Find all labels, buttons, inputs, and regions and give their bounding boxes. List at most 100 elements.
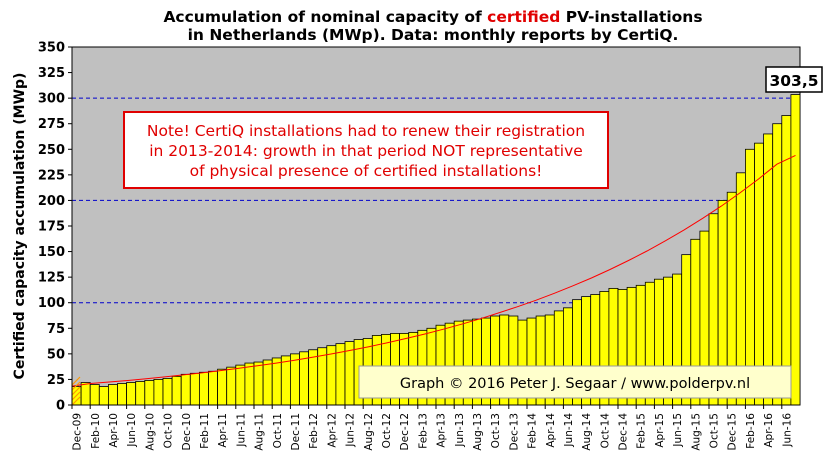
y-tick-label: 275: [38, 117, 65, 132]
x-tick-label: Apr-12: [326, 413, 338, 448]
y-tick-label: 200: [38, 194, 65, 209]
bar: [153, 379, 164, 406]
x-tick-label: Feb-16: [745, 413, 757, 449]
bar: [171, 375, 182, 406]
x-tick-label: Dec-10: [181, 413, 193, 450]
x-tick-label: Aug-13: [472, 413, 484, 451]
y-tick-label: 225: [38, 168, 65, 183]
bar: [162, 378, 173, 406]
note-line-3: of physical presence of certified instal…: [190, 162, 543, 180]
x-tick-label: Oct-10: [163, 413, 175, 448]
x-tick-label: Feb-10: [90, 413, 102, 449]
y-tick-label: 75: [47, 322, 65, 337]
bar: [253, 361, 264, 406]
start-hatch: [71, 376, 81, 406]
hatch-mark: [71, 381, 81, 391]
x-tick-label: Apr-16: [763, 413, 775, 448]
x-tick-label: Oct-11: [272, 413, 284, 448]
y-tick-label: 300: [38, 92, 65, 107]
y-tick-label: 250: [38, 143, 65, 158]
chart-title-highlight: certified: [487, 8, 560, 26]
bar: [289, 353, 300, 406]
bar: [89, 384, 100, 406]
x-tick-label: Aug-11: [254, 413, 266, 451]
y-tick-label: 350: [38, 41, 65, 56]
bar: [763, 133, 774, 406]
trend-line: [71, 154, 796, 387]
gridlines: [72, 97, 800, 304]
x-tick-label: Aug-10: [144, 413, 156, 451]
bar: [208, 370, 219, 406]
bar: [80, 382, 91, 406]
x-tick-label: Feb-13: [417, 413, 429, 449]
x-tick-label: Dec-12: [399, 413, 411, 450]
x-tick-label: Feb-11: [199, 413, 211, 449]
chart-title-post: PV-installations: [560, 8, 702, 26]
x-tick-label: Oct-13: [490, 413, 502, 448]
credit-text: Graph © 2016 Peter J. Segaar / www.polde…: [400, 376, 750, 392]
x-tick-label: Oct-14: [599, 413, 611, 449]
x-tick-label: Dec-11: [290, 413, 302, 450]
bar: [299, 351, 310, 406]
x-tick-label: Apr-10: [108, 413, 120, 448]
y-tick-label: 125: [38, 271, 65, 286]
bar: [135, 381, 146, 406]
bar: [180, 373, 191, 406]
bar: [262, 359, 273, 406]
y-tick-label: 150: [38, 245, 65, 260]
y-tick-label: 175: [38, 220, 65, 235]
x-tick-label: Apr-11: [217, 413, 229, 448]
x-tick-label: Apr-13: [436, 413, 448, 448]
x-tick-label: Jun-12: [345, 413, 357, 448]
y-tick-label: 25: [47, 373, 65, 388]
chart-title-pre: Accumulation of nominal capacity of: [163, 8, 487, 26]
last-value-label: 303,5: [769, 72, 818, 90]
hatch-mark: [71, 386, 81, 396]
x-tick-label: Apr-15: [654, 413, 666, 448]
note-box: Note! CertiQ installations had to renew …: [123, 111, 609, 189]
x-tick-label: Jun-15: [672, 413, 684, 448]
x-tick-label: Feb-15: [636, 413, 648, 449]
hatch-mark: [71, 396, 81, 406]
x-tick-label: Aug-14: [581, 413, 593, 451]
bar: [217, 368, 228, 406]
bar: [144, 380, 155, 406]
y-axis: 0 25 50 75 100 125 150 175 200 225 250 275 300 325 350: [38, 41, 73, 414]
x-tick-label: Jun-11: [235, 413, 247, 448]
bar: [790, 94, 801, 406]
chart-title-line1: Accumulation of nominal capacity of cert…: [163, 8, 702, 26]
x-axis: Dec-09 Feb-10 Apr-10 Jun-10 Aug-10 Oct-10 Dec-…: [71, 404, 800, 451]
x-tick-label: Dec-15: [727, 413, 739, 450]
x-tick-label: Oct-15: [709, 413, 721, 448]
y-tick-label: 0: [56, 399, 65, 414]
x-tick-label: Aug-15: [690, 413, 702, 451]
x-tick-label: Jun-10: [126, 413, 138, 448]
bar: [226, 366, 237, 406]
note-line-1: Note! CertiQ installations had to renew …: [147, 122, 585, 140]
bar: [271, 357, 282, 406]
x-tick-label: Jun-14: [563, 413, 575, 448]
note-line-2: in 2013-2014: growth in that period NOT …: [149, 142, 583, 160]
bar: [244, 362, 255, 406]
bar: [98, 386, 109, 406]
x-tick-label: Feb-12: [308, 413, 320, 449]
x-tick-label: Dec-14: [618, 413, 630, 451]
x-tick-label: Dec-09: [72, 413, 84, 450]
x-tick-label: Feb-14: [527, 413, 539, 449]
y-tick-label: 325: [38, 66, 65, 81]
chart-title-line2: in Netherlands (MWp). Data: monthly repo…: [188, 26, 679, 44]
y-tick-label: 100: [38, 296, 65, 311]
bar: [189, 372, 200, 406]
last-value-callout: 303,5: [765, 66, 823, 93]
x-tick-label: Apr-14: [545, 413, 557, 448]
bar: [108, 384, 118, 406]
bar: [781, 115, 792, 406]
y-axis-label: Certified capacity accumulation (MWp): [12, 73, 28, 380]
x-tick-label: Jun-13: [454, 413, 466, 448]
hatch-mark: [71, 391, 81, 401]
hatch-mark: [71, 376, 81, 386]
bar: [126, 382, 137, 406]
credit-box: Graph © 2016 Peter J. Segaar / www.polde…: [358, 365, 792, 399]
y-tick-label: 50: [47, 347, 65, 362]
